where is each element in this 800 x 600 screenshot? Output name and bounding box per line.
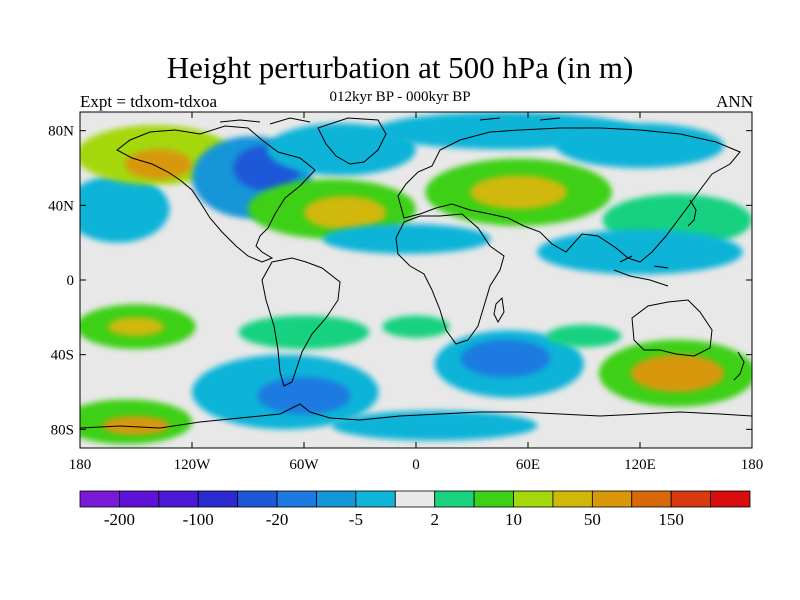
anomaly-fields: [80, 112, 752, 445]
colorbar-swatch: [394, 490, 436, 508]
colorbar-swatch: [473, 490, 514, 508]
lon-tick-label: 180: [69, 457, 92, 473]
coast-japan: [687, 199, 697, 227]
coast-south-america: [261, 257, 341, 387]
coast-madagascar: [493, 296, 505, 324]
coast-new-zealand: [733, 351, 745, 381]
colorbar-label: -200: [104, 510, 135, 529]
map-subtitle: 012kyr BP - 000kyr BP: [329, 89, 471, 105]
lon-tick-label: 60W: [289, 457, 319, 473]
colorbar-label: -5: [349, 510, 363, 529]
colorbar-swatch: [434, 490, 475, 508]
lat-tick-label: 80S: [51, 422, 74, 438]
lat-tick-label: 0: [67, 273, 75, 289]
coast-eurasia: [397, 127, 741, 263]
colorbar-swatch: [591, 490, 633, 508]
colorbar-swatch: [237, 490, 278, 508]
coast-arctic-islands: [219, 117, 561, 125]
axis-ticks: 80N 40N 0 40S 80S 180 120W 60W 0 60E 120E 180: [48, 112, 763, 473]
anomaly-region: [102, 416, 170, 435]
colorbar-swatch: [670, 490, 711, 508]
anomaly-region: [630, 354, 724, 393]
anomaly-region: [238, 315, 370, 350]
colorbar-swatch: [276, 490, 317, 508]
colorbar-swatch: [355, 490, 396, 508]
colorbar-swatch: [119, 490, 160, 508]
colorbar-label: -20: [266, 510, 289, 529]
colorbar-swatch: [552, 490, 593, 508]
coast-north-america: [116, 125, 316, 263]
anomaly-region: [546, 324, 622, 348]
lon-tick-label: 120E: [624, 457, 656, 473]
anomaly-region: [332, 410, 538, 441]
anomaly-region: [257, 377, 351, 415]
colorbar-swatch: [631, 490, 672, 508]
coast-australia: [631, 299, 713, 357]
colorbar-label: -100: [183, 510, 214, 529]
anomaly-region: [266, 123, 416, 176]
coast-indonesia: [613, 255, 669, 287]
anomaly-region: [80, 175, 170, 243]
anomaly-region: [322, 224, 491, 254]
colorbar-swatch: [79, 490, 120, 508]
lon-tick-label: 120W: [174, 457, 212, 473]
coast-antarctica: [80, 403, 752, 429]
colorbar-swatch: [158, 490, 199, 508]
coastlines: [80, 117, 752, 429]
coast-greenland: [317, 117, 387, 165]
lat-tick-label: 40S: [51, 348, 74, 364]
colorbar-label: 10: [505, 510, 522, 529]
plot-area: [79, 111, 753, 449]
anomaly-region: [108, 317, 164, 336]
anomaly-region: [460, 339, 551, 378]
experiment-label: Expt = tdxom-tdxoa: [80, 92, 218, 111]
anomaly-region: [382, 315, 450, 338]
lon-tick-label: 0: [412, 457, 420, 473]
lon-tick-label: 60E: [516, 457, 540, 473]
colorbar-label: 2: [430, 510, 439, 529]
anomaly-region: [537, 229, 743, 275]
season-label: ANN: [716, 92, 753, 111]
colorbar-swatch: [316, 490, 357, 508]
colorbar-swatch: [710, 490, 751, 508]
anomaly-region: [124, 149, 192, 180]
colorbar-label: 50: [584, 510, 601, 529]
anomaly-region: [304, 196, 387, 230]
colorbar-swatch: [513, 490, 554, 508]
lat-tick-label: 80N: [48, 124, 74, 140]
map-title: Height perturbation at 500 hPa (in m): [166, 50, 634, 85]
anomaly-region: [470, 175, 568, 210]
colorbar-label: 150: [658, 510, 684, 529]
lat-tick-label: 40N: [48, 198, 74, 214]
coast-africa: [395, 213, 505, 345]
lon-tick-label: 180: [741, 457, 764, 473]
colorbar-swatch: [197, 490, 239, 508]
colorbar: -200 -100 -20 -5 2 10 50 150: [79, 490, 751, 529]
